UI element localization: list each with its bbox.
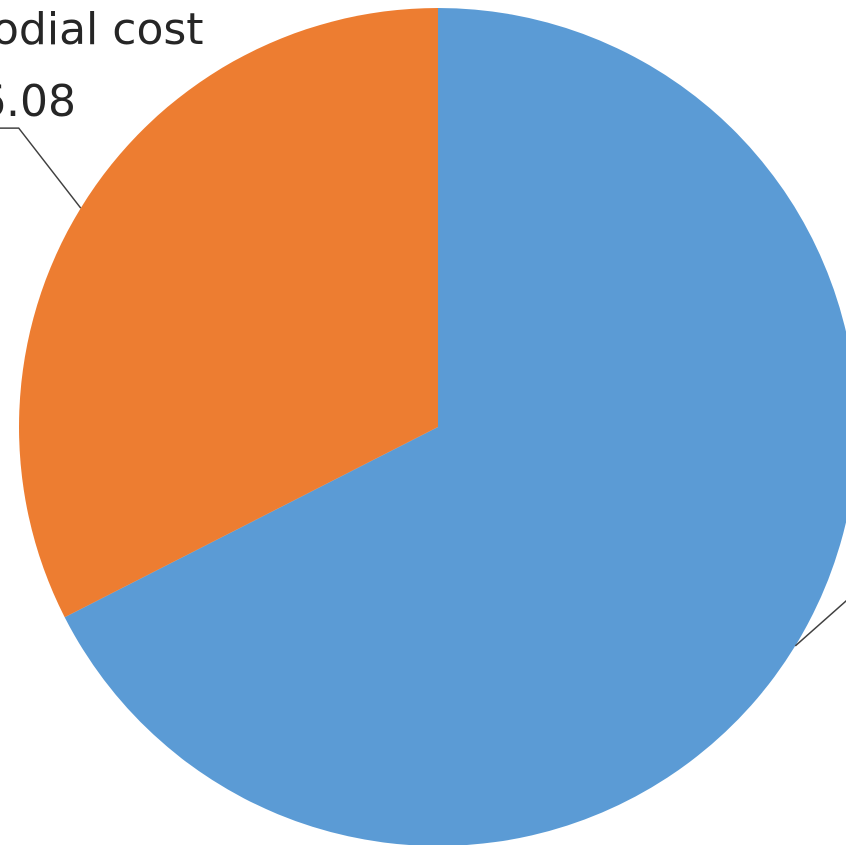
pie-slices: [19, 8, 846, 845]
pie-slice-0: [64, 8, 846, 845]
slice-label-line-1: odial cost: [0, 4, 204, 55]
pie-slice-1: [19, 8, 439, 618]
leader-lines: [0, 127, 846, 647]
leader-line-0: [794, 600, 846, 647]
slice-label-line-2: 6.08: [0, 76, 76, 127]
leader-line-1: [0, 127, 82, 209]
